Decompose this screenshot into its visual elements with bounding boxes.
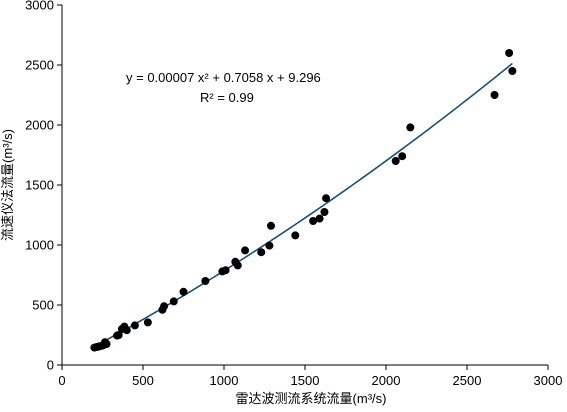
- trendline-equation: y = 0.00007 x² + 0.7058 x + 9.296: [126, 70, 321, 85]
- data-point: [169, 297, 178, 306]
- data-point: [179, 287, 188, 296]
- data-point: [505, 49, 514, 57]
- data-point: [391, 157, 400, 165]
- y-tick-label: 2500: [25, 58, 54, 73]
- data-point: [315, 214, 324, 223]
- x-tick-label: 3000: [534, 373, 563, 388]
- data-point: [490, 91, 499, 99]
- data-point: [320, 208, 329, 216]
- y-axis-title: 流速仪法流量(m³/s): [0, 129, 15, 241]
- data-point: [322, 194, 331, 203]
- data-point: [221, 266, 230, 275]
- data-point: [122, 326, 131, 335]
- x-tick-label: 2500: [453, 373, 482, 388]
- data-point: [406, 123, 415, 132]
- x-tick-label: 2000: [372, 373, 401, 388]
- data-point: [291, 231, 300, 240]
- data-point: [114, 331, 123, 339]
- data-point: [398, 152, 407, 161]
- data-point: [102, 340, 111, 348]
- x-axis-ticks: 0 500 1000 1500 2000 2500 3000: [58, 365, 562, 388]
- x-tick-label: 0: [58, 373, 65, 388]
- y-axis-ticks: 0 500 1000 1500 2000 2500 3000: [25, 0, 62, 373]
- data-point: [143, 318, 152, 327]
- y-tick-label: 2000: [25, 118, 54, 133]
- x-tick-label: 1000: [210, 373, 239, 388]
- x-tick-label: 1500: [291, 373, 320, 388]
- x-tick-label: 500: [132, 373, 154, 388]
- data-point: [265, 241, 274, 250]
- y-tick-label: 0: [47, 358, 54, 373]
- data-point: [201, 277, 210, 285]
- y-tick-label: 1500: [25, 178, 54, 193]
- data-point: [309, 217, 318, 225]
- y-tick-label: 1000: [25, 238, 54, 253]
- data-points: [90, 49, 517, 352]
- x-axis-title: 雷达波测流系统流量(m³/s): [236, 391, 387, 406]
- data-point: [233, 261, 242, 270]
- data-point: [241, 246, 250, 255]
- trendline: [94, 62, 513, 348]
- y-tick-label: 3000: [25, 0, 54, 13]
- data-point: [257, 248, 266, 257]
- r-squared-label: R² = 0.99: [200, 90, 254, 105]
- data-point: [266, 221, 275, 230]
- plot-area: 0 500 1000 1500 2000 2500 3000 0 500 1000 1500 200…: [25, 0, 562, 388]
- data-point: [130, 321, 139, 330]
- data-point: [508, 67, 517, 75]
- data-point: [160, 302, 169, 311]
- y-tick-label: 500: [32, 298, 54, 313]
